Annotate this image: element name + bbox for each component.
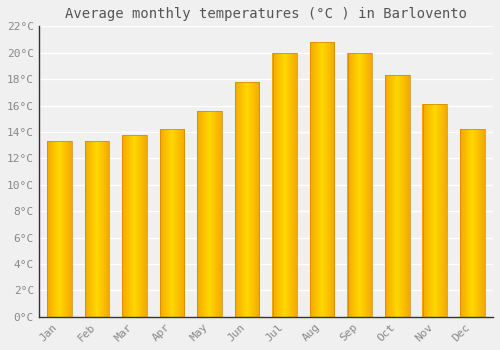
Bar — [160, 129, 184, 317]
Bar — [460, 129, 484, 317]
Bar — [385, 75, 409, 317]
Bar — [85, 141, 109, 317]
Title: Average monthly temperatures (°C ) in Barlovento: Average monthly temperatures (°C ) in Ba… — [65, 7, 467, 21]
Bar — [235, 82, 260, 317]
Bar — [422, 104, 447, 317]
Bar — [348, 53, 372, 317]
Bar — [198, 111, 222, 317]
Bar — [272, 53, 297, 317]
Bar — [310, 42, 334, 317]
Bar — [122, 134, 146, 317]
Bar — [48, 141, 72, 317]
